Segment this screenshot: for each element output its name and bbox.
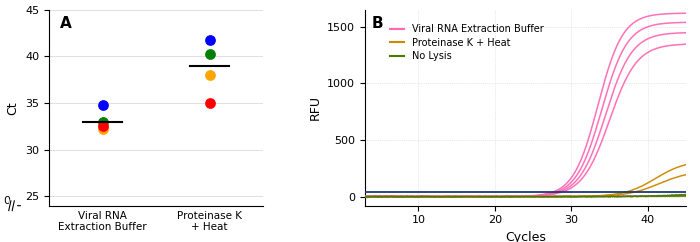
Point (97, 103, 108, 107)
Y-axis label: Ct: Ct (6, 101, 20, 114)
Point (204, 38, 215, 41)
Y-axis label: RFU: RFU (309, 95, 321, 120)
Text: A: A (60, 15, 71, 30)
X-axis label: Cycles: Cycles (505, 231, 546, 242)
Legend: Viral RNA Extraction Buffer, Proteinase K + Heat, No Lysis: Viral RNA Extraction Buffer, Proteinase … (386, 20, 547, 65)
Point (204, 73, 215, 77)
Text: 0: 0 (4, 196, 10, 206)
Point (204, 52, 215, 55)
Text: B: B (371, 15, 383, 30)
Point (97, 120, 108, 124)
Point (97, 124, 108, 128)
Point (97, 127, 108, 131)
Point (204, 101, 215, 105)
